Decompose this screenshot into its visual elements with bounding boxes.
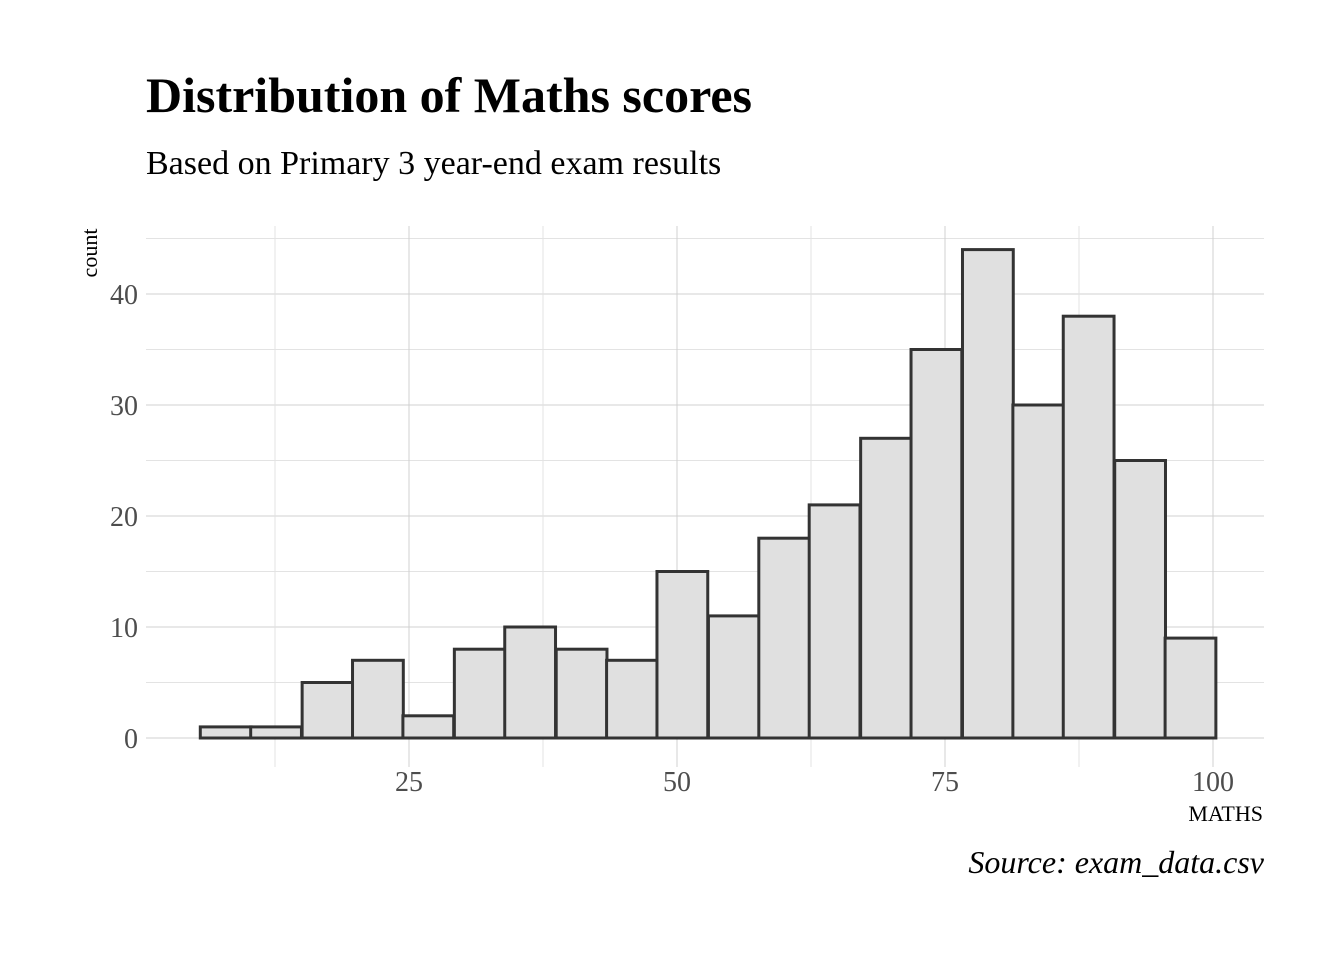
y-axis-title: count xyxy=(77,229,102,278)
histogram-bar xyxy=(198,725,253,740)
histogram-bars xyxy=(198,248,1218,740)
histogram-bar xyxy=(605,658,659,740)
histogram-bar xyxy=(655,570,710,740)
histogram-bar xyxy=(706,614,761,740)
histogram-bar xyxy=(401,714,456,740)
y-tick-label: 10 xyxy=(110,613,138,644)
histogram-bar xyxy=(452,647,507,740)
histogram-bar xyxy=(249,725,303,740)
y-tick-label: 30 xyxy=(110,391,138,422)
histogram-bar xyxy=(554,647,609,740)
chart-title: Distribution of Maths scores xyxy=(146,67,753,123)
histogram-bar xyxy=(909,348,964,740)
x-tick-label: 75 xyxy=(931,767,959,798)
histogram-bar xyxy=(757,536,812,740)
y-tick-label: 40 xyxy=(110,280,138,311)
histogram-bar xyxy=(807,503,862,740)
histogram-bar xyxy=(1113,459,1167,740)
y-tick-label: 0 xyxy=(124,724,138,755)
chart-subtitle: Based on Primary 3 year-end exam results xyxy=(146,145,722,182)
histogram-bar xyxy=(1061,314,1116,740)
histogram-bar xyxy=(859,436,913,740)
histogram-bar xyxy=(300,681,355,740)
histogram-bar xyxy=(1011,403,1066,740)
x-axis-title: MATHS xyxy=(1188,801,1263,826)
histogram-bar xyxy=(351,658,405,740)
x-axis-ticks: 25 50 75 100 xyxy=(395,767,1234,798)
x-tick-label: 25 xyxy=(395,767,423,798)
x-tick-label: 100 xyxy=(1192,767,1234,798)
chart-caption: Source: exam_data.csv xyxy=(968,844,1264,880)
histogram-bar xyxy=(1163,636,1218,740)
y-tick-label: 20 xyxy=(110,502,138,533)
histogram-bar xyxy=(960,248,1015,740)
histogram-bar xyxy=(503,625,558,740)
y-axis-ticks: 0 10 20 30 40 xyxy=(110,280,138,755)
x-tick-label: 50 xyxy=(663,767,691,798)
